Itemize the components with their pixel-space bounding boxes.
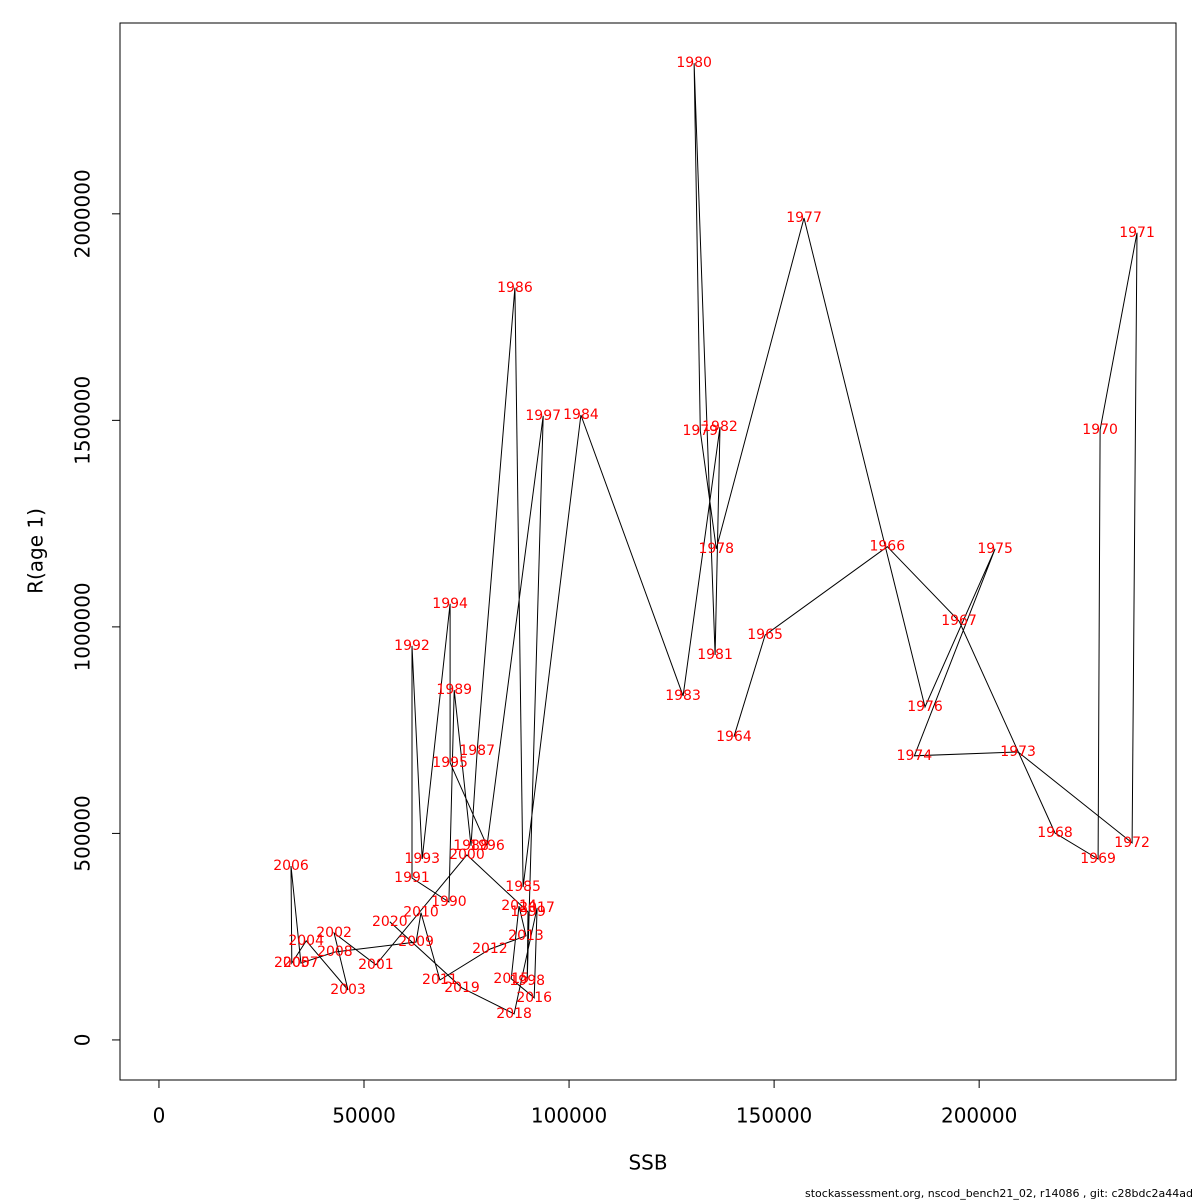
year-label: 1973 [1000, 744, 1036, 760]
year-label: 2000 [449, 847, 485, 863]
year-label: 1985 [505, 879, 541, 895]
y-tick-label: 1500000 [71, 376, 95, 465]
y-tick-label: 2000000 [71, 169, 95, 258]
year-label: 1975 [977, 541, 1013, 557]
y-tick-label: 1000000 [71, 582, 95, 671]
year-label: 1982 [702, 419, 738, 435]
plot-frame [119, 22, 1177, 1081]
year-label: 1980 [676, 55, 712, 71]
y-axis-title: R(age 1) [24, 508, 48, 594]
year-label: 2013 [508, 928, 544, 944]
year-label: 2011 [422, 972, 458, 988]
year-label: 2019 [444, 980, 480, 996]
year-label: 1986 [497, 280, 533, 296]
year-label: 2017 [519, 900, 555, 916]
year-label: 1987 [459, 743, 495, 759]
year-label: 2006 [273, 858, 309, 874]
year-label: 1974 [897, 748, 933, 764]
year-label: 1984 [563, 407, 599, 423]
year-label: 2015 [493, 971, 529, 987]
year-label: 1976 [907, 699, 943, 715]
year-label: 2003 [330, 982, 366, 998]
year-label: 1970 [1082, 422, 1118, 438]
x-tick-label: 100000 [531, 1104, 607, 1128]
year-label: 1991 [394, 870, 430, 886]
year-label: 1995 [432, 755, 468, 771]
year-label: 2004 [288, 933, 324, 949]
year-label: 1964 [716, 729, 752, 745]
year-label: 2009 [398, 934, 434, 950]
year-label: 2002 [316, 925, 352, 941]
year-label: 2005 [274, 955, 310, 971]
year-label: 1988 [453, 838, 489, 854]
footer: stockassessment.org, nscod_bench21_02, r… [805, 1187, 1193, 1200]
year-label: 2008 [317, 944, 353, 960]
year-label: 1969 [1080, 851, 1116, 867]
year-label: 2010 [403, 905, 439, 921]
x-tick-label: 0 [153, 1104, 166, 1128]
year-label: 1997 [525, 408, 561, 424]
x-tick-label: 150000 [736, 1104, 812, 1128]
year-label: 1965 [747, 627, 783, 643]
year-label: 1989 [436, 682, 472, 698]
year-label: 2012 [472, 941, 508, 957]
x-tick-label: 50000 [332, 1104, 396, 1128]
y-tick-label: 0 [71, 1034, 95, 1047]
year-label: 1978 [698, 541, 734, 557]
year-label: 1994 [432, 596, 468, 612]
year-label: 2020 [372, 914, 408, 930]
x-axis-title: SSB [628, 1151, 667, 1175]
year-label: 1971 [1119, 225, 1155, 241]
year-label: 1990 [431, 894, 467, 910]
year-label: 1979 [682, 423, 718, 439]
year-label: 1968 [1037, 825, 1073, 841]
year-label: 2001 [358, 957, 394, 973]
year-label: 2014 [501, 898, 537, 914]
trajectory-line [290, 63, 1138, 1015]
x-tick-label: 200000 [941, 1104, 1017, 1128]
year-label: 1981 [697, 647, 733, 663]
year-label: 1972 [1114, 835, 1150, 851]
year-label: 2016 [516, 990, 552, 1006]
year-label: 1996 [469, 838, 505, 854]
year-label: 1993 [404, 851, 440, 867]
year-label: 2007 [283, 955, 319, 971]
year-label: 1983 [665, 688, 701, 704]
year-label: 1992 [394, 638, 430, 654]
y-tick-label: 500000 [71, 795, 95, 871]
year-label: 2018 [496, 1006, 532, 1022]
year-label: 1977 [786, 210, 822, 226]
year-label: 1966 [869, 539, 905, 555]
year-label: 1998 [509, 973, 545, 989]
year-label: 1967 [941, 613, 977, 629]
year-label: 1999 [510, 904, 546, 920]
